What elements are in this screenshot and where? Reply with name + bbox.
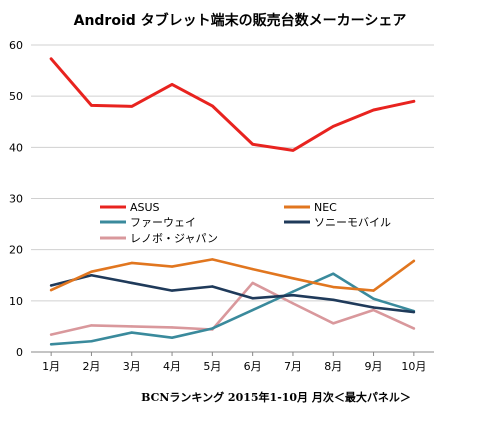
data-point xyxy=(211,285,214,288)
data-point xyxy=(49,284,53,287)
x-tick-label: 2月 xyxy=(82,360,100,373)
data-point xyxy=(130,261,133,265)
data-point xyxy=(211,104,214,108)
x-tick-label: 4月 xyxy=(163,360,181,373)
data-point xyxy=(412,100,416,103)
data-point xyxy=(332,322,335,325)
series-lines xyxy=(49,57,416,346)
data-point xyxy=(130,331,133,334)
data-point xyxy=(372,297,375,300)
chart-title: Android タブレット端末の販売台数メーカーシェア xyxy=(74,12,407,29)
data-point xyxy=(90,274,93,277)
x-tick-label: 9月 xyxy=(365,360,383,373)
data-point xyxy=(251,297,254,300)
data-point xyxy=(130,325,133,328)
series-line xyxy=(49,273,416,314)
data-point xyxy=(130,105,133,108)
data-point xyxy=(130,281,133,285)
data-point xyxy=(170,336,174,339)
data-point xyxy=(49,57,53,61)
data-point xyxy=(90,340,93,343)
data-point xyxy=(291,277,295,280)
data-point xyxy=(412,327,416,330)
data-point xyxy=(291,302,295,305)
legend-label: NEC xyxy=(314,201,337,214)
data-point xyxy=(332,285,335,289)
y-tick-label: 20 xyxy=(9,244,23,257)
data-point xyxy=(372,306,375,309)
data-point xyxy=(90,324,93,327)
data-point xyxy=(170,326,174,329)
x-tick-label: 1月 xyxy=(42,360,60,373)
y-tick-label: 0 xyxy=(16,346,23,359)
y-tick-label: 40 xyxy=(9,141,23,154)
data-point xyxy=(372,308,375,312)
x-tick-label: 8月 xyxy=(324,360,342,373)
data-point xyxy=(211,258,214,261)
series-line xyxy=(49,281,416,336)
data-point xyxy=(49,288,53,292)
legend-label: ASUS xyxy=(130,201,160,214)
series-line xyxy=(49,258,416,292)
data-point xyxy=(332,298,335,302)
legend-label: ソニーモバイル xyxy=(314,216,391,229)
data-point xyxy=(372,108,375,112)
data-point xyxy=(412,310,416,314)
x-tick-label: 7月 xyxy=(284,360,302,373)
x-tick-label: 5月 xyxy=(203,360,221,373)
data-point xyxy=(251,143,254,146)
x-tick-label: 10月 xyxy=(401,360,426,373)
source-note: BCNランキング 2015年1-10月 月次＜最大パネル＞ xyxy=(141,390,411,404)
y-axis-ticks: 0 10 20 30 40 50 60 xyxy=(9,39,23,359)
y-tick-label: 60 xyxy=(9,39,23,52)
data-point xyxy=(251,267,254,271)
legend-label: ファーウェイ xyxy=(130,216,196,229)
data-point xyxy=(211,327,214,330)
series-line xyxy=(49,57,416,152)
data-point xyxy=(372,289,375,292)
gridlines xyxy=(31,44,434,353)
y-tick-label: 30 xyxy=(9,193,23,206)
data-point xyxy=(412,259,416,263)
data-point xyxy=(291,294,295,297)
data-point xyxy=(170,289,174,292)
data-point xyxy=(332,272,335,275)
x-axis-ticks: 1月 2月 3月 4月 5月 6月 7月 8月 9月 10月 xyxy=(42,352,426,373)
data-point xyxy=(291,290,295,293)
x-tick-label: 6月 xyxy=(244,360,262,373)
data-point xyxy=(291,149,295,152)
data-point xyxy=(90,104,93,107)
data-point xyxy=(170,265,174,268)
y-tick-label: 50 xyxy=(9,90,23,103)
x-tick-label: 3月 xyxy=(123,360,141,373)
series-line xyxy=(49,272,416,346)
data-point xyxy=(332,125,335,128)
data-point xyxy=(170,83,174,86)
data-point xyxy=(49,333,53,336)
y-tick-label: 10 xyxy=(9,295,23,308)
data-point xyxy=(251,308,254,312)
data-point xyxy=(90,270,93,273)
data-point xyxy=(49,343,53,346)
legend-label: レノボ・ジャパン xyxy=(130,232,218,245)
data-point xyxy=(251,281,254,285)
